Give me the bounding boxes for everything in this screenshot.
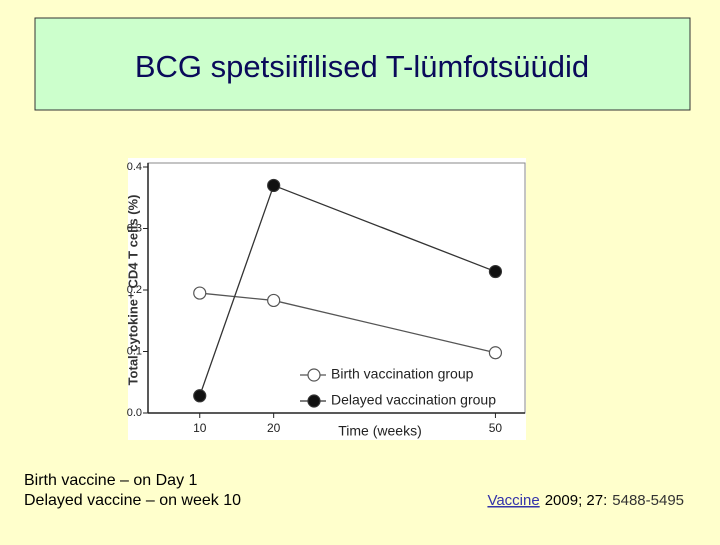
x-tick-label: 20: [267, 421, 281, 435]
citation: Vaccine 2009; 27: 5488-5495: [487, 492, 684, 509]
x-tick-label: 10: [193, 421, 207, 435]
citation-journal[interactable]: Vaccine: [487, 492, 539, 509]
legend-marker: [307, 394, 321, 408]
note: Delayed vaccine – on week 10: [24, 492, 241, 509]
legend-label: Delayed vaccination group: [331, 392, 496, 408]
legend-marker: [307, 368, 321, 382]
data-point: [488, 346, 503, 360]
citation-year: 2009; 27:: [545, 492, 608, 509]
data-point: [193, 389, 207, 403]
note: Birth vaccine – on Day 1: [24, 472, 198, 489]
y-axis-label: Total cytokine⁺ CD4 T cells (%): [125, 195, 140, 386]
data-point: [193, 286, 207, 300]
title-box: [34, 17, 691, 111]
y-tick-label: 0.3: [127, 222, 142, 234]
data-point: [267, 178, 281, 193]
y-tick-label: 0.4: [127, 161, 142, 173]
x-axis-label: Time (weeks): [338, 423, 422, 439]
data-point: [267, 293, 281, 308]
slide-title: BCG spetsiifilised T-lümfotsüüdid: [135, 49, 589, 84]
legend-label: Birth vaccination group: [331, 366, 474, 382]
x-tick-label: 50: [489, 421, 503, 435]
y-tick-label: 0.2: [127, 284, 142, 296]
data-point: [488, 264, 503, 279]
y-tick-label: 0.0: [127, 407, 142, 419]
citation-pages: 5488-5495: [612, 492, 684, 509]
y-tick-label: 0.1: [127, 345, 142, 357]
